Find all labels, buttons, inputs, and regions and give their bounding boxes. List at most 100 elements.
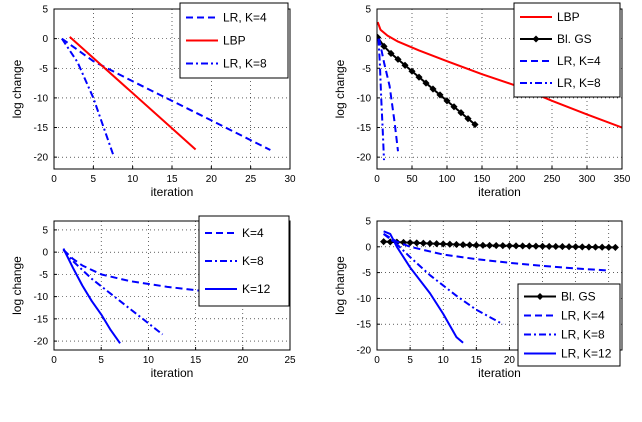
x-tick-label: 20 <box>206 174 218 185</box>
series-marker <box>471 120 479 129</box>
series-marker <box>464 115 472 123</box>
series-line <box>377 38 385 161</box>
x-tick-label: 25 <box>284 355 296 366</box>
x-tick-label: 250 <box>544 174 561 185</box>
x-tick-label: 15 <box>190 355 202 366</box>
series-line <box>383 230 464 344</box>
series-marker <box>422 79 430 87</box>
x-tick-label: 0 <box>51 355 57 366</box>
plot-frame <box>53 220 291 351</box>
series-marker <box>452 240 461 249</box>
x-tick-label: 0 <box>51 174 57 185</box>
legend-box <box>517 283 621 367</box>
series-marker <box>591 243 600 251</box>
y-tick-label: 0 <box>42 248 48 259</box>
x-tick-label: 5 <box>91 174 97 185</box>
series-group <box>377 21 622 161</box>
y-tick-label: -20 <box>34 153 49 164</box>
y-tick-label: -5 <box>362 268 371 279</box>
series-marker <box>433 240 441 248</box>
x-tick-label: 100 <box>439 174 456 185</box>
y-tick-label: 5 <box>365 5 371 16</box>
series-marker <box>486 241 494 250</box>
series-line <box>62 249 164 336</box>
y-tick-label: -10 <box>34 292 49 303</box>
plot-frame <box>376 220 623 351</box>
series-marker <box>457 109 465 117</box>
legend-label: K=4 <box>242 226 264 240</box>
legend-label: LR, K=4 <box>223 11 267 25</box>
series-marker <box>572 243 580 251</box>
series-marker <box>538 242 547 250</box>
series-marker <box>408 67 416 75</box>
series-marker <box>394 55 402 63</box>
x-tick-label: 10 <box>127 174 139 185</box>
plot-frame <box>53 8 291 170</box>
y-tick-label: -5 <box>39 270 48 281</box>
y-tick-label: 0 <box>42 34 48 45</box>
x-tick-label: 50 <box>406 174 418 185</box>
series-marker <box>406 239 414 247</box>
series-marker <box>611 243 619 251</box>
x-axis-label: iteration <box>478 185 521 199</box>
series-marker <box>585 243 593 251</box>
y-tick-label: -15 <box>34 314 49 325</box>
series-line <box>62 248 121 344</box>
series-marker <box>525 242 533 250</box>
series-marker <box>492 241 500 250</box>
series-marker <box>472 241 480 249</box>
series-marker <box>426 239 434 248</box>
y-axis-label: log change <box>333 256 347 315</box>
chart-panel-3: 0 5 10 15 20 25 5 0 -5 -10 -15 -20 iteration log chan… <box>10 215 296 380</box>
x-tick-label: 15 <box>471 355 483 366</box>
series-marker <box>401 61 409 69</box>
series-marker <box>505 242 513 250</box>
y-axis-label: log change <box>10 256 24 315</box>
legend-label: LR, K=12 <box>561 347 612 361</box>
x-tick-label: 10 <box>438 355 450 366</box>
series-marker <box>439 240 447 248</box>
series-marker <box>519 242 527 250</box>
legend-label: Bl. GS <box>557 32 592 46</box>
series-marker <box>598 243 606 251</box>
series-marker <box>436 91 444 99</box>
plot-frame <box>376 8 623 170</box>
x-axis-label: iteration <box>478 366 521 380</box>
series-marker <box>429 85 437 93</box>
legend: Bl. GS LR, K=4 LR, K=8 LR, K=12 <box>517 283 621 367</box>
series-group <box>61 36 271 155</box>
legend-label: LR, K=8 <box>561 328 605 342</box>
legend-box <box>513 2 621 98</box>
legend-label: LBP <box>223 34 246 48</box>
series-line <box>69 36 197 151</box>
x-tick-label: 0 <box>374 174 380 185</box>
y-tick-label: -20 <box>357 153 372 164</box>
y-tick-label: -15 <box>357 320 372 331</box>
series-line <box>383 233 504 326</box>
y-tick-label: -20 <box>34 337 49 348</box>
series-line <box>378 38 399 152</box>
series-marker <box>387 49 395 58</box>
x-tick-label: 5 <box>98 355 104 366</box>
legend-label: K=12 <box>242 282 271 296</box>
x-tick-label: 200 <box>509 174 526 185</box>
series-marker <box>512 242 520 250</box>
x-axis-label: iteration <box>151 185 194 199</box>
y-tick-label: 5 <box>42 5 48 16</box>
series-marker <box>415 73 423 81</box>
series-marker <box>419 239 427 247</box>
series-line <box>377 21 622 129</box>
x-tick-label: 150 <box>474 174 491 185</box>
x-tick-label: 25 <box>245 174 257 185</box>
series-line <box>61 38 114 155</box>
x-tick-label: 5 <box>407 355 413 366</box>
legend-box <box>198 215 290 307</box>
y-tick-label: -5 <box>39 64 48 75</box>
x-axis-label: iteration <box>151 366 194 380</box>
legend-marker <box>536 293 544 300</box>
legend-label: LR, K=4 <box>561 309 605 323</box>
series-group <box>380 230 619 344</box>
series-marker <box>565 243 573 251</box>
y-tick-label: 0 <box>365 242 371 253</box>
